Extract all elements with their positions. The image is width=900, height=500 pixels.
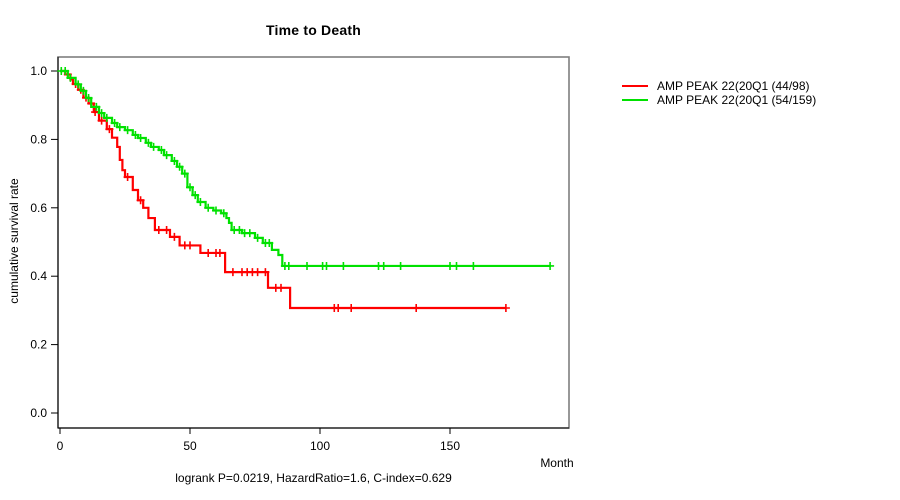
svg-text:150: 150 bbox=[440, 439, 460, 453]
chart-title: Time to Death bbox=[266, 22, 361, 38]
legend-item-group2: AMP PEAK 22(20Q1 (54/159) bbox=[622, 93, 816, 107]
svg-text:50: 50 bbox=[183, 439, 197, 453]
censor-marks-red bbox=[63, 70, 510, 313]
svg-text:0: 0 bbox=[57, 439, 64, 453]
svg-text:1.0: 1.0 bbox=[30, 64, 47, 78]
svg-text:0.4: 0.4 bbox=[30, 269, 47, 283]
censor-marks-green bbox=[57, 67, 555, 270]
legend-line-swatch-green bbox=[622, 99, 648, 101]
survival-curve-green bbox=[57, 67, 555, 270]
legend-item-group1: AMP PEAK 22(20Q1 (44/98) bbox=[622, 79, 816, 93]
x-axis-title: Month bbox=[540, 456, 574, 470]
x-axis bbox=[58, 427, 569, 434]
y-tick-labels: 0.0 0.2 0.4 0.6 0.8 1.0 bbox=[30, 64, 47, 420]
survival-curve-red bbox=[60, 69, 510, 313]
svg-text:0.8: 0.8 bbox=[30, 132, 47, 146]
legend-line-swatch-red bbox=[622, 85, 648, 87]
stats-caption: logrank P=0.0219, HazardRatio=1.6, C-ind… bbox=[175, 471, 452, 485]
y-axis bbox=[51, 57, 59, 428]
y-axis-title: cumulative survival rate bbox=[7, 178, 21, 304]
legend-label-group2: AMP PEAK 22(20Q1 (54/159) bbox=[657, 93, 817, 107]
legend-label-group1: AMP PEAK 22(20Q1 (44/98) bbox=[657, 79, 810, 93]
svg-text:100: 100 bbox=[310, 439, 330, 453]
svg-text:0.0: 0.0 bbox=[30, 406, 47, 420]
plot-box bbox=[57, 56, 570, 429]
svg-text:0.2: 0.2 bbox=[30, 338, 47, 352]
legend: AMP PEAK 22(20Q1 (44/98) AMP PEAK 22(20Q… bbox=[622, 79, 816, 107]
svg-text:0.6: 0.6 bbox=[30, 201, 47, 215]
x-tick-labels: 0 50 100 150 bbox=[57, 439, 461, 453]
